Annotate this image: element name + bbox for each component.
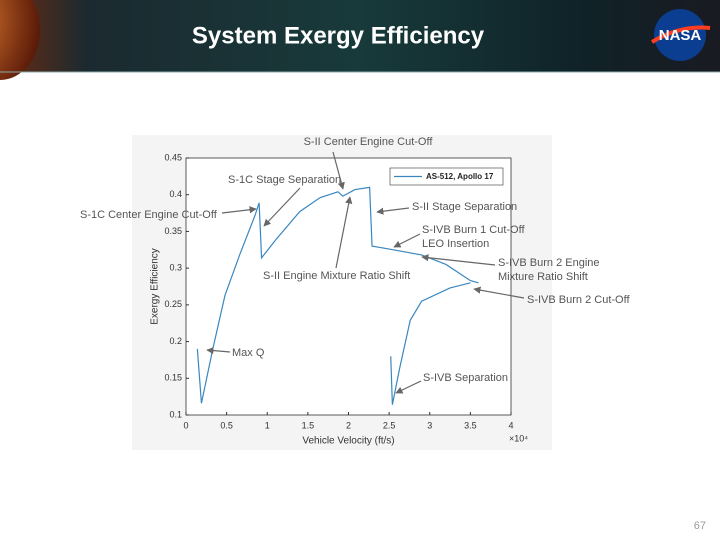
annotation-arrow [376,207,410,215]
annotation-arrow [206,346,231,355]
x-tick-label: 2.5 [383,420,396,430]
chart: 0 0.5 1 1.5 2 2.5 3 3.5 4 0.1 0.15 0.2 0.25 0.3 0.35 0.… [80,136,630,447]
x-tick-label: 4 [508,420,513,430]
annotation-arrow [393,233,421,248]
annotation-arrow [332,151,345,190]
x-tick-label: 0.5 [220,420,233,430]
logo-text: NASA [659,27,702,44]
annotation: LEO Insertion [422,238,489,250]
annotation-arrow [335,196,353,269]
logo-swoosh [650,25,711,44]
annotation: Max Q [232,347,265,359]
annotation: S-II Stage Separation [412,201,517,213]
x-tick-label: 2 [346,420,351,430]
series-line [196,186,479,405]
y-tick-label: 0.1 [169,409,182,419]
annotation: S-1C Center Engine Cut-Off [80,209,218,221]
y-tick-label: 0.25 [164,299,182,309]
y-axis-label: Exergy Efficiency [150,248,161,325]
legend-label: AS-512, Apollo 17 [426,172,494,181]
x-tick-label: 3.5 [464,420,477,430]
y-tick-label: 0.15 [164,373,182,383]
x-tick-label: 0 [183,420,188,430]
page-number: 67 [694,520,706,532]
annotation-arrow [421,254,496,266]
annotation: Mixture Ratio Shift [498,271,588,283]
annotation: S-IVB Burn 1 Cut-Off [422,224,525,236]
annotation: S-IVB Burn 2 Cut-Off [527,294,630,306]
x-tick-label: 1 [265,420,270,430]
x-tick-label: 1.5 [302,420,315,430]
annotation-arrow [395,380,422,394]
legend-box [389,167,504,186]
x-tick-label: 3 [427,420,432,430]
header-banner [0,0,720,72]
annotation: S-IVB Burn 2 Engine [498,257,600,269]
slide-title: System Exergy Efficiency [192,22,485,49]
y-tick-label: 0.3 [169,263,182,273]
annotation: S-II Center Engine Cut-Off [304,136,434,148]
x-exponent: ×10⁴ [509,433,528,443]
y-tick-label: 0.35 [164,226,182,236]
logo [654,9,706,61]
y-tick-label: 0.4 [169,189,182,199]
planet [0,0,40,80]
annotation-arrow [263,187,301,227]
annotation-arrow [221,206,257,214]
annotation: S-IVB Separation [423,372,508,384]
annotation: S-II Engine Mixture Ratio Shift [263,270,410,282]
annotation-arrow [473,286,525,299]
x-axis-label: Vehicle Velocity (ft/s) [302,436,394,447]
y-tick-label: 0.45 [164,152,182,162]
annotation: S-1C Stage Separation [228,174,341,186]
y-tick-label: 0.2 [169,336,182,346]
